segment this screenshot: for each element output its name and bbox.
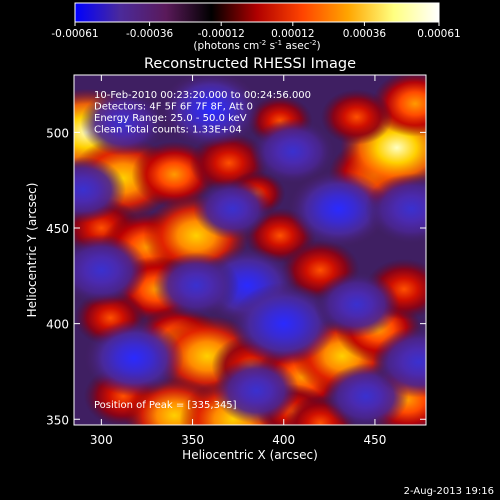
x-axis-ticks: 300 350 400 450 (90, 75, 386, 447)
heatmap-negative-blob (74, 156, 126, 223)
x-tick-label: 350 (181, 433, 204, 447)
heatmap-negative-blob (84, 319, 184, 397)
x-axis-label: Heliocentric X (arcsec) (182, 448, 318, 462)
heatmap-negative-blob (193, 178, 273, 240)
colorbar (74, 2, 440, 23)
plot-frame (73, 74, 427, 426)
heatmap-negative-blob (74, 234, 148, 306)
y-tick-label: 500 (46, 126, 69, 140)
heatmap-negative-blob (230, 282, 337, 365)
heatmap-negative-blob (365, 173, 426, 245)
colorbar-tick-label: 0.00061 (417, 28, 460, 40)
colorbar-tick-label: 0.00036 (343, 28, 387, 40)
heatmap-negative-blob (161, 75, 261, 148)
date-stamp: 2-Aug-2013 19:16 (404, 486, 494, 497)
y-axis-ticks: 350 400 450 500 (46, 126, 426, 427)
colorbar-tick-label: 0.00012 (271, 28, 314, 40)
colorbar-tick-label: -0.00012 (198, 28, 245, 40)
info-line: Energy Range: 25.0 - 50.0 keV (94, 113, 247, 124)
heatmap-negative-blob (288, 170, 389, 248)
colorbar-ticks: -0.00061 -0.00036 -0.00012 0.00012 0.00036 0.… (51, 22, 461, 40)
heatmap-negative-blob (213, 357, 300, 424)
info-text: 10-Feb-2010 00:23:20.000 to 00:24:56.000… (94, 90, 311, 136)
heatmap-negative-blob (153, 252, 240, 319)
y-axis-label: Heliocentric Y (arcsec) (25, 183, 39, 318)
heatmap-negative-blob (80, 89, 167, 156)
colorbar-tick-label: -0.00061 (51, 28, 98, 40)
info-line: 10-Feb-2010 00:23:20.000 to 00:24:56.000 (94, 90, 311, 101)
x-tick-label: 400 (272, 433, 295, 447)
heatmap-image (74, 75, 426, 425)
y-tick-label: 400 (46, 318, 69, 332)
x-tick-label: 300 (90, 433, 113, 447)
heatmap-source-blob (320, 89, 393, 145)
y-tick-label: 350 (46, 413, 69, 427)
heatmap-negative-blob (313, 271, 400, 338)
heatmap-negative-blob (372, 326, 426, 398)
peak-position-label: Position of Peak = [335,345] (94, 400, 237, 411)
info-line: Detectors: 4F 5F 6F 7F 8F, Att 0 (94, 102, 253, 113)
heatmap-negative-blob (250, 118, 336, 185)
chart-title: Reconstructed RHESSI Image (144, 56, 356, 72)
colorbar-units: (photons cm-2 s-1 asec-2) (193, 39, 320, 52)
info-line: Clean Total counts: 1.33E+04 (94, 125, 242, 136)
y-tick-label: 450 (46, 222, 69, 236)
x-tick-label: 450 (363, 433, 386, 447)
colorbar-tick-label: -0.00036 (126, 28, 174, 40)
